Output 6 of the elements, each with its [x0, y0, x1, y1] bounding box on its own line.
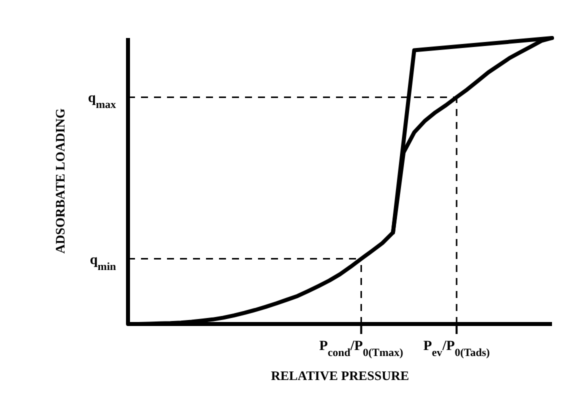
- x-tick-label: P$_{cond}$/P$_{0(Tmax)}$: [319, 339, 404, 359]
- x-axis-title: RELATIVE PRESSURE: [270, 368, 410, 383]
- y-axis-title: ADSORBATE LOADING: [52, 108, 68, 254]
- ref-line-label: q$_{min}$: [90, 252, 116, 273]
- ref-line-label: q$_{max}$: [88, 91, 116, 112]
- x-tick-label: P$_{ev}$/P$_{0(Tads)}$: [423, 339, 490, 359]
